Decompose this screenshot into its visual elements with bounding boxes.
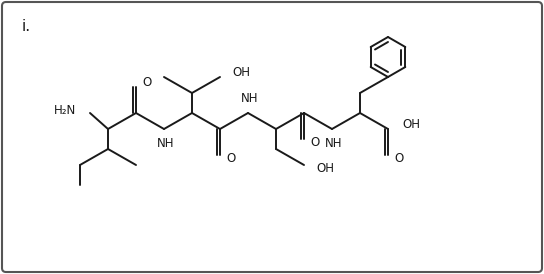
Text: NH: NH bbox=[157, 137, 175, 150]
Text: OH: OH bbox=[232, 67, 250, 79]
Text: H₂N: H₂N bbox=[54, 104, 76, 116]
Text: i.: i. bbox=[22, 19, 31, 34]
Text: O: O bbox=[142, 76, 151, 90]
Text: OH: OH bbox=[402, 118, 420, 130]
Text: O: O bbox=[310, 136, 319, 150]
Text: O: O bbox=[394, 153, 403, 165]
Text: NH: NH bbox=[325, 137, 343, 150]
Text: O: O bbox=[226, 153, 235, 165]
Text: OH: OH bbox=[316, 162, 334, 176]
Text: NH: NH bbox=[241, 92, 259, 105]
FancyBboxPatch shape bbox=[2, 2, 542, 272]
